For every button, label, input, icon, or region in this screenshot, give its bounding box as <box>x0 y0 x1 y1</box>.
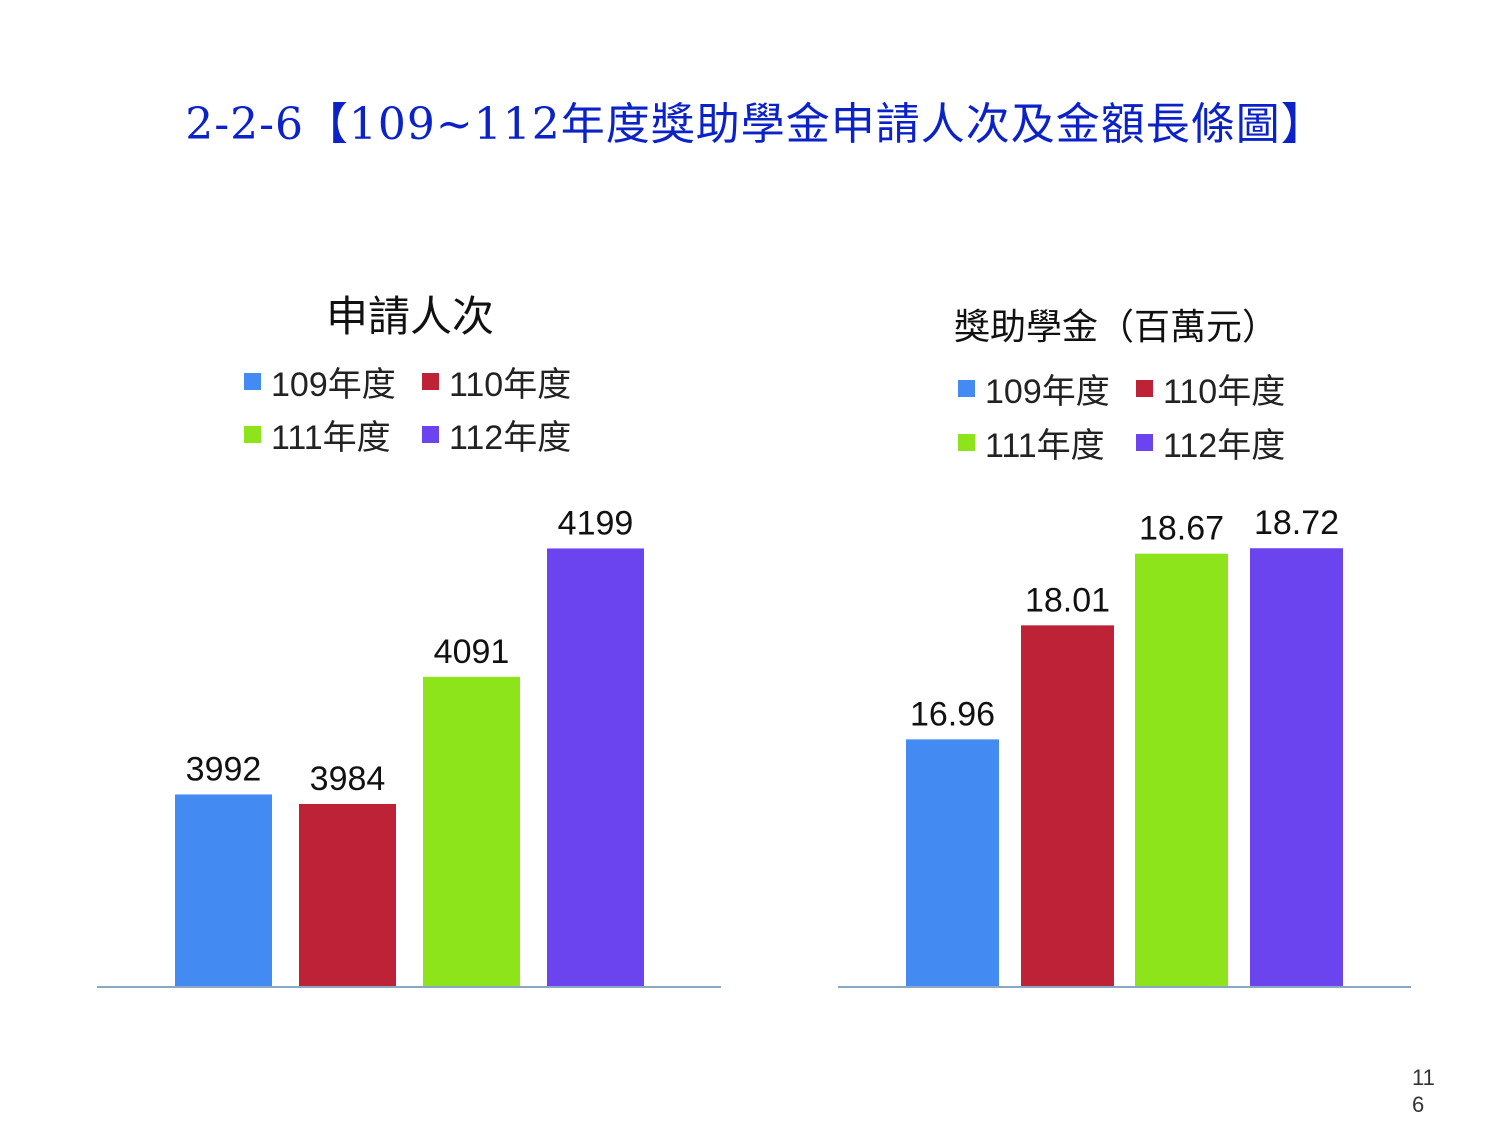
legend-label: 110年度 <box>1163 373 1286 411</box>
bar-111年度 <box>1135 553 1228 987</box>
bar-110年度 <box>1021 625 1114 987</box>
legend-item-111: 111年度 <box>244 410 391 459</box>
legend-label: 111年度 <box>271 419 391 457</box>
legend-label: 111年度 <box>985 427 1105 465</box>
data-label: 3992 <box>186 750 262 788</box>
legend-swatch-icon <box>244 426 261 443</box>
legend-item-109: 109年度 <box>244 357 396 406</box>
legend-item-112: 112年度 <box>1136 418 1285 467</box>
data-label: 4199 <box>558 504 634 542</box>
legend-swatch-icon <box>1136 380 1153 397</box>
legend-swatch-icon <box>958 434 975 451</box>
chart-title-applications: 申請人次 <box>325 292 494 341</box>
legend-item-110: 110年度 <box>1136 364 1285 413</box>
legend-item-109: 109年度 <box>958 364 1110 413</box>
legend-item-111: 111年度 <box>958 418 1105 467</box>
legend-label: 110年度 <box>449 366 572 404</box>
chart-title-scholarship: 獎助學金（百萬元） <box>953 307 1278 348</box>
legend-item-110: 110年度 <box>422 357 571 406</box>
legend-swatch-icon <box>1136 434 1153 451</box>
legend-label: 112年度 <box>1163 427 1286 465</box>
bar-109年度 <box>175 794 272 987</box>
page-number: 116 <box>1412 1064 1446 1118</box>
bar-109年度 <box>906 739 999 987</box>
bar-111年度 <box>423 676 520 987</box>
legend-swatch-icon <box>422 373 439 390</box>
data-label: 3984 <box>310 760 386 798</box>
page-number-text: 116 <box>1412 1065 1435 1117</box>
legend-swatch-icon <box>958 380 975 397</box>
legend-item-112: 112年度 <box>422 410 571 459</box>
bar-112年度 <box>547 548 644 987</box>
data-label: 18.01 <box>1025 581 1110 619</box>
data-label: 16.96 <box>910 695 995 733</box>
page-title: 2-2-6【109~112年度獎助學金申請人次及金額長條圖】 <box>185 99 1326 150</box>
bar-110年度 <box>299 803 396 987</box>
bar-112年度 <box>1250 548 1343 987</box>
legend-swatch-icon <box>244 373 261 390</box>
legend-label: 109年度 <box>985 373 1110 411</box>
data-label: 18.67 <box>1139 510 1224 548</box>
legend-label: 109年度 <box>271 366 396 404</box>
legend-swatch-icon <box>422 426 439 443</box>
data-label: 18.72 <box>1254 504 1339 542</box>
data-label: 4091 <box>434 633 510 671</box>
legend-label: 112年度 <box>449 419 572 457</box>
